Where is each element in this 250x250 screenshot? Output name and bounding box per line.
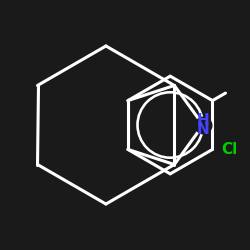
Text: N: N [197,122,209,137]
Text: Cl: Cl [221,142,238,157]
Text: H: H [197,113,209,128]
